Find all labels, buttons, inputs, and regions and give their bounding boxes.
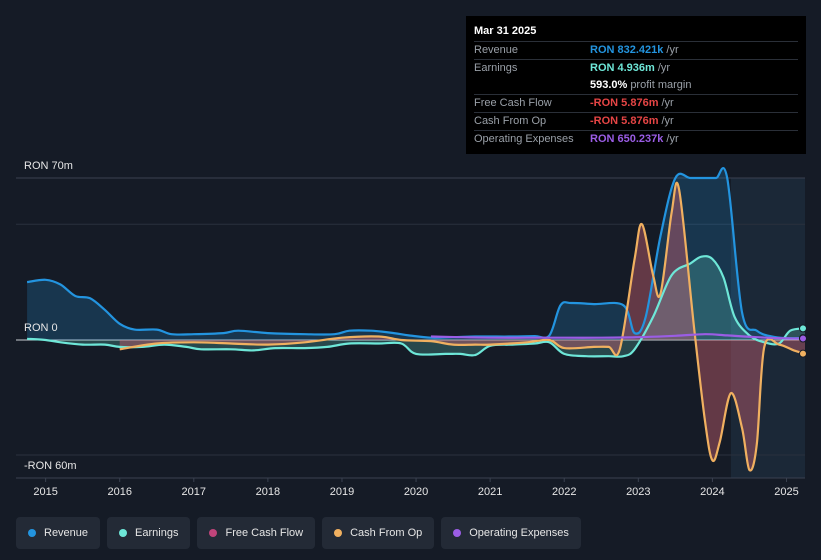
tooltip-row-revenue: Revenue RON 832.421k /yr [474,41,798,59]
legend-label: Revenue [44,527,89,539]
legend-item-free-cash-flow[interactable]: Free Cash Flow [197,517,316,549]
tooltip-row-fcf: Free Cash Flow -RON 5.876m /yr [474,94,798,112]
legend-dot-icon [209,529,218,537]
line-operating-expenses [430,333,806,340]
legend-label: Earnings [135,527,179,539]
tooltip-row-opex: Operating Expenses RON 650.237k /yr [474,130,798,148]
x-axis-ticks: 2015 2016 2017 2018 2019 2020 2021 2022 2023 2024… [33,478,799,498]
legend: Revenue Earnings Free Cash Flow Cash Fro… [16,517,581,549]
y-label-top: RON 70m [24,160,73,172]
tooltip-label: Operating Expenses [474,133,574,145]
y-label-zero: RON 0 [24,322,58,334]
tooltip-unit: /yr [661,97,674,109]
tooltip-value: RON 832.421k [590,44,664,56]
tooltip-unit: /yr [666,44,679,56]
legend-item-revenue[interactable]: Revenue [16,517,101,549]
x-tick-label: 2019 [330,486,354,498]
tooltip-unit: /yr [657,62,671,74]
x-tick-label: 2025 [774,486,798,498]
tooltip: Mar 31 2025 Revenue RON 832.421k /yr Ear… [466,16,806,154]
tooltip-date: Mar 31 2025 [474,25,537,37]
tooltip-value: RON 4.936m [590,62,655,74]
legend-label: Operating Expenses [469,527,569,539]
tooltip-row-earnings: Earnings RON 4.936m /yr [474,59,798,77]
series-lines [26,167,806,472]
x-tick-label: 2017 [182,486,206,498]
area-free-cash-flow [119,182,805,471]
tooltip-value: -RON 5.876m [590,97,659,109]
legend-dot-icon [453,529,462,537]
tooltip-value: RON 650.237k [590,133,664,145]
series-endpoints [799,324,807,358]
tooltip-label [474,77,590,94]
endpoint-cash-from-op [799,349,807,358]
legend-label: Cash From Op [350,527,423,539]
tooltip-label: Cash From Op [474,115,547,127]
tooltip-label: Free Cash Flow [474,97,552,109]
legend-label: Free Cash Flow [225,527,304,539]
tooltip-label: Earnings [474,62,518,74]
endpoint-operating-expenses [799,334,807,343]
line-earnings [27,255,806,358]
x-tick-label: 2022 [552,486,576,498]
tooltip-unit: /yr [666,133,679,145]
x-tick-label: 2023 [626,486,650,498]
endpoint-earnings [799,324,807,333]
x-tick-label: 2018 [256,486,280,498]
line-cash-from-op [119,181,806,472]
x-tick-label: 2020 [404,486,428,498]
legend-item-operating-expenses[interactable]: Operating Expenses [441,517,581,549]
x-tick-label: 2016 [107,486,131,498]
tooltip-label: Revenue [474,44,519,56]
series-areas [27,168,806,471]
x-tick-label: 2024 [700,486,724,498]
legend-dot-icon [28,529,36,537]
tooltip-value: -RON 5.876m [590,115,659,127]
legend-dot-icon [334,529,343,537]
legend-item-earnings[interactable]: Earnings [107,517,191,549]
tooltip-value: 593.0% [590,79,628,91]
x-tick-label: 2015 [33,486,57,498]
area-cash-from-op [119,182,805,471]
legend-dot-icon [119,529,128,537]
y-label-bottom: -RON 60m [24,460,77,472]
tooltip-row-cfo: Cash From Op -RON 5.876m /yr [474,112,798,130]
legend-item-cash-from-op[interactable]: Cash From Op [322,517,435,549]
tooltip-unit: profit margin [630,79,692,91]
tooltip-row-margin: 593.0% profit margin [474,77,798,94]
x-tick-label: 2021 [478,486,502,498]
tooltip-unit: /yr [661,115,674,127]
